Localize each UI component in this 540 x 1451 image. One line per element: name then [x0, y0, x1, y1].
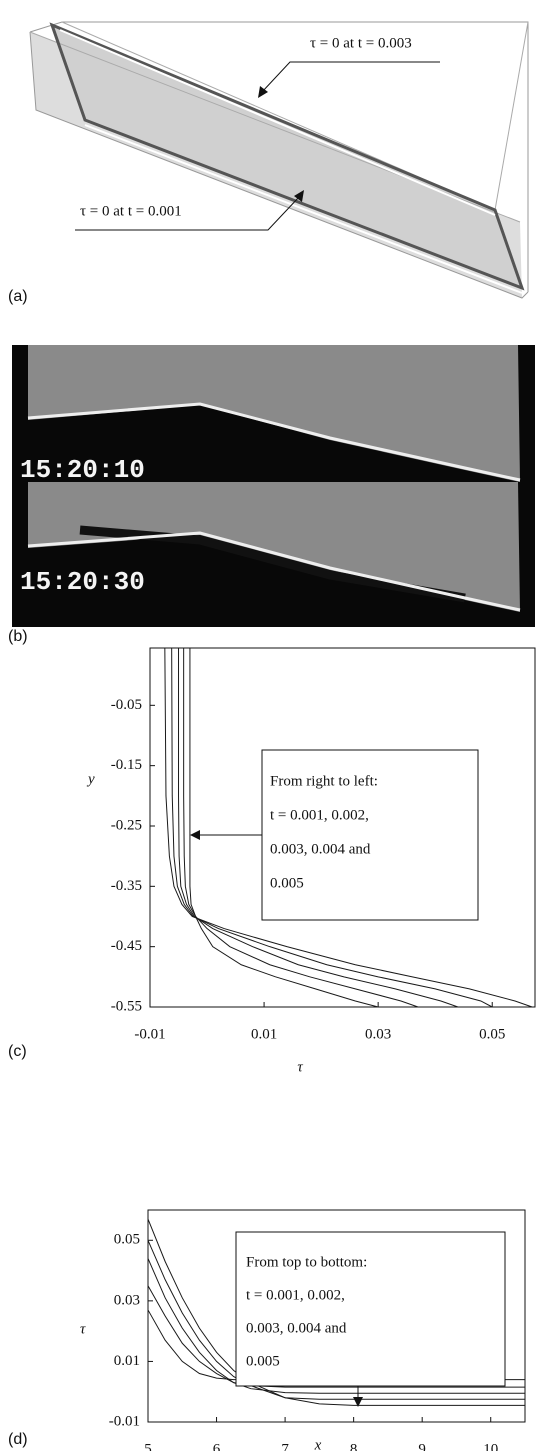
timestamp: 15:20:30	[20, 567, 145, 597]
series-line	[171, 647, 493, 1008]
annotation: From top to bottom:	[246, 1254, 367, 1270]
x-tick-label: -0.01	[134, 1026, 165, 1042]
panel-label: (d)	[8, 1431, 28, 1448]
y-tick-label: -0.15	[111, 757, 142, 773]
x-tick-label: 5	[144, 1441, 152, 1451]
x-tick-label: 0.03	[365, 1026, 391, 1042]
annotation: t = 0.001, 0.002,	[270, 807, 369, 823]
plot-frame	[147, 1209, 526, 1423]
x-tick-label: 8	[350, 1441, 358, 1451]
panel-label: (c)	[8, 1043, 27, 1060]
annotation-box	[261, 749, 479, 921]
annotation: 0.005	[246, 1353, 280, 1369]
x-tick-label: 6	[213, 1441, 221, 1451]
series-line	[189, 648, 379, 1008]
arrow-head	[190, 830, 200, 840]
y-tick-label: 0.03	[114, 1292, 140, 1308]
series-line	[164, 647, 533, 1008]
x-tick-label: 0.01	[251, 1026, 277, 1042]
annotation: t = 0.001, 0.002,	[246, 1287, 345, 1303]
annotation: τ = 0 at t = 0.001	[80, 203, 182, 219]
series-line	[183, 648, 419, 1008]
x-tick-label: 7	[281, 1441, 289, 1451]
y-tick-label: -0.05	[111, 697, 142, 713]
panel-label: (a)	[8, 288, 28, 305]
timestamp: 15:20:10	[20, 455, 145, 485]
x-tick-label: 0.05	[479, 1026, 505, 1042]
x-axis-label: x	[314, 1437, 322, 1451]
arrow-head	[353, 1397, 363, 1407]
y-tick-label: -0.45	[111, 938, 142, 954]
y-tick-label: -0.01	[109, 1413, 140, 1429]
panel-label: (b)	[8, 628, 28, 645]
annotation-box	[235, 1231, 506, 1387]
x-tick-label: 10	[483, 1441, 498, 1451]
annotation: 0.003, 0.004 and	[270, 841, 371, 857]
annotation: 0.005	[270, 875, 304, 891]
y-tick-label: -0.35	[111, 878, 142, 894]
series-line	[147, 1258, 525, 1394]
y-tick-label: 0.01	[114, 1353, 140, 1369]
photo	[12, 345, 535, 627]
y-axis-label: y	[86, 771, 95, 787]
plot-frame	[149, 647, 536, 1008]
x-tick-label: 9	[418, 1441, 426, 1451]
y-tick-label: -0.25	[111, 817, 142, 833]
y-tick-label: -0.55	[111, 998, 142, 1014]
y-tick-label: 0.05	[114, 1232, 140, 1248]
x-axis-label: τ	[297, 1059, 303, 1075]
annotation: 0.003, 0.004 and	[246, 1320, 347, 1336]
annotation: τ = 0 at t = 0.003	[310, 35, 412, 51]
y-axis-label: τ	[80, 1321, 86, 1337]
prism-diagram	[29, 21, 529, 299]
annotation: From right to left:	[270, 773, 378, 789]
series-line	[178, 648, 459, 1008]
